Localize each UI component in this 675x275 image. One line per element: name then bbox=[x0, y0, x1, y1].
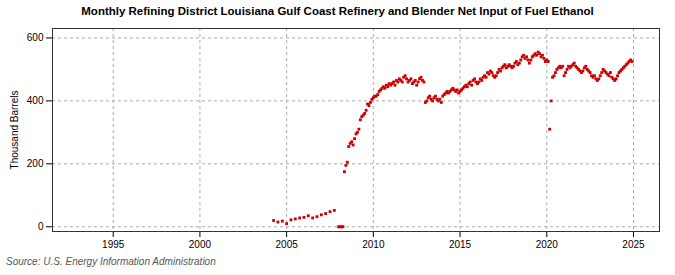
svg-text:2010: 2010 bbox=[362, 239, 385, 250]
svg-text:1995: 1995 bbox=[102, 239, 125, 250]
svg-text:0: 0 bbox=[38, 221, 44, 232]
html-text:Source: U.S. Energy Informatio: Source: U.S. Energy Information Administ… bbox=[6, 256, 216, 267]
svg-text:2005: 2005 bbox=[276, 239, 299, 250]
svg-text:400: 400 bbox=[27, 95, 44, 106]
svg-text:2000: 2000 bbox=[189, 239, 212, 250]
svg-text:600: 600 bbox=[27, 32, 44, 43]
svg-text:200: 200 bbox=[27, 158, 44, 169]
svg-text:2015: 2015 bbox=[449, 239, 472, 250]
html-text:Monthly Refining District Loui: Monthly Refining District Louisiana Gulf… bbox=[81, 5, 594, 17]
svg-text:2025: 2025 bbox=[622, 239, 645, 250]
svg-text:2020: 2020 bbox=[536, 239, 559, 250]
svg-text:Thousand Barrels: Thousand Barrels bbox=[9, 91, 20, 170]
